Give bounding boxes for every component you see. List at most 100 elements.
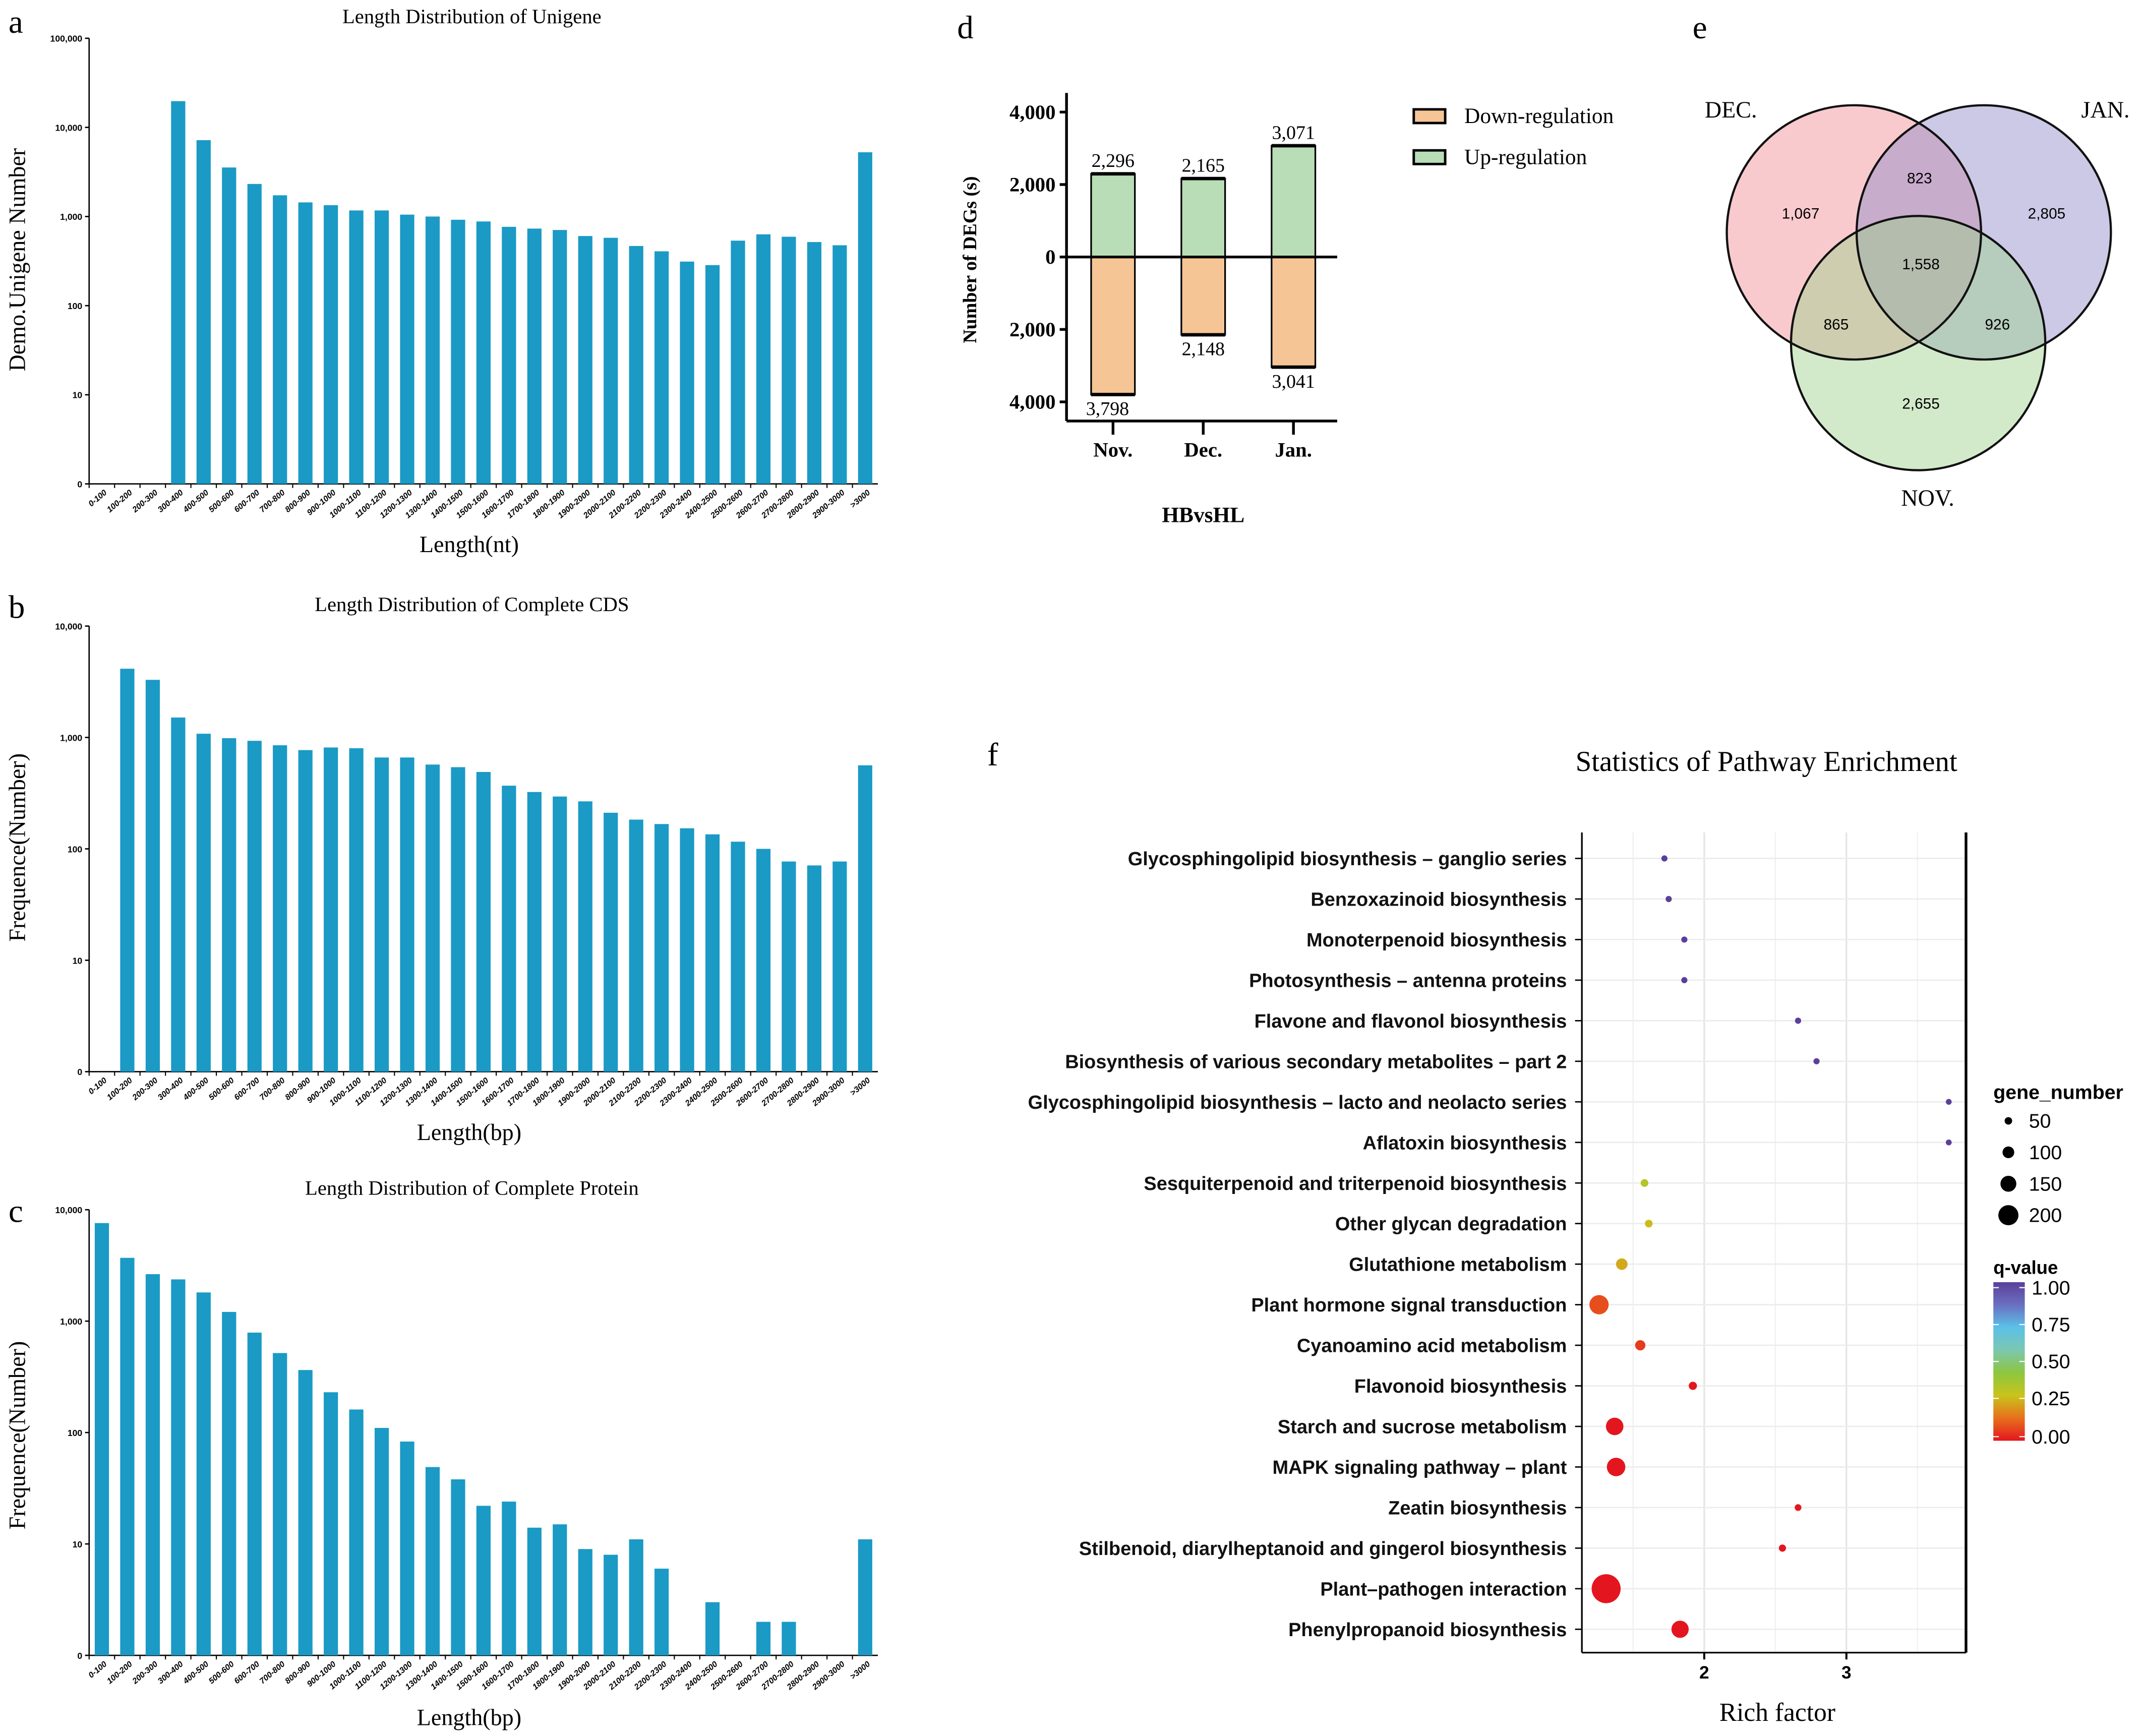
bar <box>196 140 211 484</box>
bar <box>654 1569 669 1656</box>
x-tick-label: Jan. <box>1275 438 1312 461</box>
bar <box>273 1353 287 1656</box>
y-tick-label: 10,000 <box>55 621 82 631</box>
chart-title: Length Distribution of Complete Protein <box>305 1176 639 1199</box>
venn-region-count: 865 <box>1824 316 1849 333</box>
chart-title: Statistics of Pathway Enrichment <box>1576 746 1957 777</box>
pathway-label: Phenylpropanoid biosynthesis <box>1288 1620 1567 1641</box>
x-tick-label: 300-400 <box>156 488 185 514</box>
bar <box>604 237 618 484</box>
pathway-point <box>1640 1179 1649 1187</box>
x-tick-label: 100-200 <box>105 1659 134 1686</box>
pathway-label: Stilbenoid, diarylheptanoid and gingerol… <box>1079 1538 1567 1560</box>
bar <box>654 824 669 1072</box>
x-tick-label: 200-300 <box>130 1659 159 1686</box>
chart-title: Length Distribution of Complete CDS <box>315 593 629 616</box>
bar <box>374 1428 389 1656</box>
pathway-label: Photosynthesis – antenna proteins <box>1249 970 1567 991</box>
bar <box>476 772 491 1072</box>
x-tick-label: 600-700 <box>232 488 261 514</box>
pathway-point <box>1606 1458 1626 1476</box>
bar <box>756 1622 771 1656</box>
bar <box>324 1392 338 1656</box>
legend-label: Up-regulation <box>1464 145 1587 169</box>
y-tick-label: 10 <box>73 955 83 966</box>
bar <box>832 245 847 484</box>
legend-title: gene_number <box>1993 1082 2123 1104</box>
bar <box>553 796 567 1072</box>
pathway-point <box>1813 1058 1820 1064</box>
bar <box>349 748 364 1072</box>
y-tick-label: 10,000 <box>55 1205 82 1215</box>
venn-region-count: 823 <box>1907 170 1932 187</box>
legend-title: q-value <box>1993 1258 2058 1278</box>
bar <box>832 861 847 1072</box>
legend-item: Down-regulation <box>1412 104 1614 128</box>
bar <box>731 842 745 1072</box>
pathway-point <box>1661 855 1668 862</box>
bar <box>374 210 389 484</box>
size-legend-dot <box>2002 1146 2014 1159</box>
venn-set-label: JAN. <box>2081 97 2130 123</box>
x-tick-label: >3000 <box>849 488 872 510</box>
pathway-label: Starch and sucrose metabolism <box>1278 1417 1567 1438</box>
bar <box>145 1274 160 1656</box>
pathway-label: Benzoxazinoid biosynthesis <box>1311 889 1567 911</box>
down-regulation-bar <box>1180 256 1226 336</box>
panel-label: b <box>9 589 25 625</box>
pathway-label: Cyanoamino acid metabolism <box>1297 1336 1567 1357</box>
pathway-point <box>1795 1017 1802 1024</box>
down-value-label: 2,148 <box>1182 339 1225 360</box>
pathway-point <box>1689 1382 1697 1390</box>
pathway-point <box>1671 1621 1689 1638</box>
venn-set-label: DEC. <box>1705 97 1757 123</box>
bar <box>731 241 745 484</box>
y-tick-label: 10 <box>73 1539 83 1549</box>
bar <box>705 265 720 484</box>
x-tick-label: 600-700 <box>232 1659 261 1686</box>
bar <box>120 669 135 1072</box>
x-tick-label: 700-800 <box>258 1076 286 1102</box>
venn-region-count: 2,655 <box>1902 396 1940 412</box>
bar <box>705 1602 720 1656</box>
pathway-point <box>1946 1139 1952 1146</box>
bar <box>171 1279 186 1656</box>
pathway-point <box>1665 895 1672 903</box>
pathway-label: Plant–pathogen interaction <box>1320 1579 1567 1600</box>
colorbar-label: 0.25 <box>2032 1388 2070 1410</box>
bar <box>298 202 313 484</box>
x-tick-label: >3000 <box>849 1076 872 1098</box>
bar <box>476 221 491 484</box>
bar <box>374 757 389 1072</box>
size-legend-dot <box>2000 1175 2016 1192</box>
bar <box>324 205 338 484</box>
up-value-label: 3,071 <box>1272 122 1315 143</box>
bar <box>553 230 567 484</box>
y-tick-label: 100 <box>68 301 83 311</box>
x-axis-label: Length(bp) <box>417 1119 521 1145</box>
size-legend-dot <box>1998 1205 2018 1226</box>
bar <box>171 717 186 1072</box>
x-tick-label: 400-500 <box>181 1659 210 1686</box>
y-axis-label: Number of DEGs (s) <box>960 176 981 343</box>
bar <box>553 1524 567 1656</box>
bar <box>425 216 440 484</box>
y-axis-label: Frequence(Number) <box>4 1341 30 1530</box>
bar <box>400 214 414 484</box>
pathway-label: Plant hormone signal transduction <box>1251 1295 1567 1316</box>
bar <box>324 747 338 1072</box>
pathway-label: Zeatin biosynthesis <box>1388 1498 1567 1519</box>
bar <box>502 1502 516 1656</box>
bar <box>629 819 643 1072</box>
bar <box>120 1258 135 1656</box>
colorbar-label: 0.50 <box>2032 1351 2070 1373</box>
x-tick-label: 100-200 <box>105 488 134 514</box>
pathway-label: Biosynthesis of various secondary metabo… <box>1065 1051 1567 1072</box>
x-tick-label: 400-500 <box>181 488 210 515</box>
colorbar-label: 1.00 <box>2032 1277 2070 1299</box>
bar <box>527 228 542 484</box>
x-tick-label: 3 <box>1841 1663 1852 1683</box>
bar <box>425 1467 440 1656</box>
bar <box>171 101 186 484</box>
